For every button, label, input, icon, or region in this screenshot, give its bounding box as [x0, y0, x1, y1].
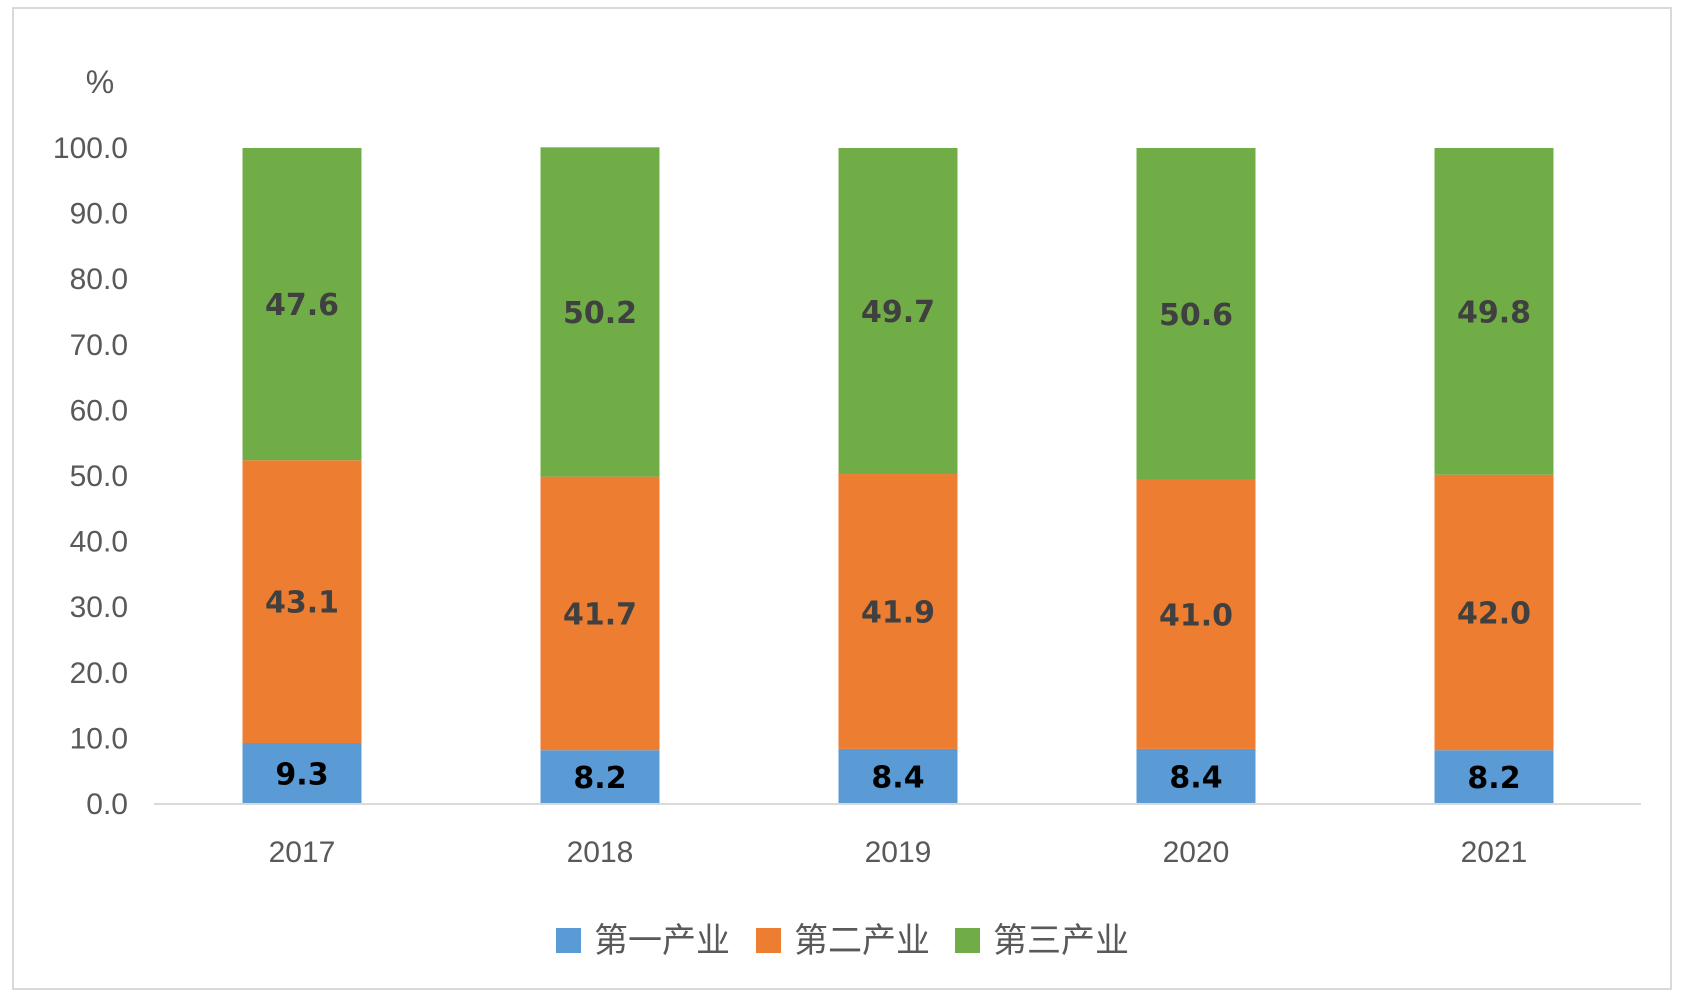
y-tick-label: 40.0: [70, 526, 128, 559]
data-label: 8.2: [1467, 761, 1520, 796]
legend-swatch: [756, 928, 781, 953]
bar-segment: [1434, 750, 1554, 804]
y-tick-label: 0.0: [86, 788, 128, 821]
y-axis: % 0.0 10.0 20.0 30.0 40.0 50.0 60.0 70.0 80.0 90.…: [53, 64, 128, 821]
y-axis-unit-label: %: [86, 64, 114, 100]
bar-segment: [242, 460, 362, 743]
bar-segment: [540, 476, 660, 751]
legend-label: 第一产业: [594, 921, 730, 961]
data-label: 8.2: [573, 761, 626, 796]
bar-segment: [1136, 748, 1256, 804]
bar-segment: [540, 750, 660, 804]
data-label: 9.3: [275, 757, 328, 792]
y-tick-label: 90.0: [70, 198, 128, 231]
legend-swatch: [556, 928, 581, 953]
y-tick-label: 80.0: [70, 263, 128, 296]
bar-segment: [1434, 148, 1554, 475]
x-tick-label: 2019: [865, 836, 932, 869]
data-label: 47.6: [265, 288, 339, 323]
y-tick-label: 30.0: [70, 591, 128, 624]
data-label: 41.7: [563, 597, 637, 632]
data-label: 8.4: [871, 760, 924, 795]
bar-segment: [838, 148, 958, 475]
x-tick-label: 2021: [1461, 836, 1528, 869]
y-tick-label: 60.0: [70, 394, 128, 427]
bar-segment: [1136, 148, 1256, 480]
bar-segment: [540, 147, 660, 477]
x-tick-label: 2018: [567, 836, 634, 869]
bar-segment: [1434, 474, 1554, 751]
legend-swatch: [955, 928, 980, 953]
y-tick-label: 50.0: [70, 460, 128, 493]
x-tick-label: 2020: [1163, 836, 1230, 869]
bars: 9.3 43.1 47.6 8.2 41.7 50.2 8.4 41.9 49.7 8.4 41.0…: [242, 147, 1554, 804]
y-tick-label: 10.0: [70, 722, 128, 755]
x-tick-label: 2017: [269, 836, 336, 869]
data-label: 8.4: [1169, 760, 1222, 795]
data-label: 42.0: [1457, 596, 1531, 631]
y-tick-label: 70.0: [70, 329, 128, 362]
data-label: 41.9: [861, 595, 935, 630]
data-label: 49.8: [1457, 295, 1531, 330]
data-label: 49.7: [861, 295, 935, 330]
bar-segment: [1136, 479, 1256, 749]
bar-segment: [242, 148, 362, 461]
y-tick-label: 100.0: [53, 132, 128, 165]
data-label: 41.0: [1159, 598, 1233, 633]
data-label: 50.2: [563, 296, 637, 331]
bar-segment: [838, 748, 958, 804]
bar-segment: [242, 742, 362, 804]
y-tick-label: 20.0: [70, 657, 128, 690]
legend-label: 第二产业: [794, 921, 930, 961]
data-label: 43.1: [265, 586, 339, 621]
data-label: 50.6: [1159, 298, 1233, 333]
bar-segment: [838, 474, 958, 749]
x-axis: 2017 2018 2019 2020 2021: [269, 836, 1528, 869]
legend-label: 第三产业: [993, 921, 1129, 961]
legend: 第一产业 第二产业 第三产业: [556, 921, 1129, 961]
